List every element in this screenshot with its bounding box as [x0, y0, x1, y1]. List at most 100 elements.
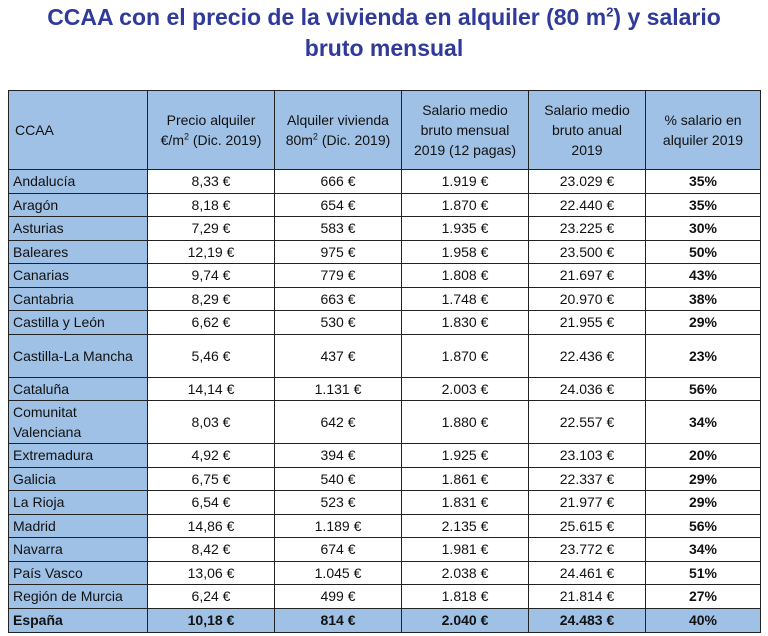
cell-ccaa: Aragón: [8, 192, 148, 217]
cell-alquiler: 674 €: [274, 537, 402, 562]
cell-ccaa: Cantabria: [8, 286, 148, 311]
cell-salario-anual: 22.557 €: [528, 400, 646, 444]
cell-precio: 8,42 €: [147, 537, 275, 562]
cell-alquiler: 975 €: [274, 239, 402, 264]
cell-ccaa: Andalucía: [8, 169, 148, 194]
cell-salario-anual: 22.440 €: [528, 192, 646, 217]
cell-pct: 50%: [645, 239, 761, 264]
cell-salario-mensual: 1.958 €: [401, 239, 529, 264]
header-salario-anual: Salario medio bruto anual 2019: [528, 90, 646, 170]
cell-salario-anual: 23.772 €: [528, 537, 646, 562]
cell-salario-mensual: 1.831 €: [401, 490, 529, 515]
table-body: Andalucía 8,33 €666 €1.919 €23.029 €35% A…: [8, 169, 761, 633]
cell-salario-anual: 21.814 €: [528, 584, 646, 609]
header-row: CCAA Precio alquiler €/m2 (Dic. 2019) Al…: [8, 90, 761, 170]
cell-salario-mensual: 2.040 €: [401, 607, 529, 633]
cell-ccaa: Canarias: [8, 263, 148, 288]
cell-alquiler: 583 €: [274, 216, 402, 241]
cell-salario-mensual: 1.830 €: [401, 310, 529, 335]
table-row: Castilla-La Mancha 5,46 €437 €1.870 €22.4…: [8, 333, 761, 378]
data-table-container: CCAA Precio alquiler €/m2 (Dic. 2019) Al…: [8, 90, 761, 633]
cell-salario-anual: 23.029 €: [528, 169, 646, 194]
table-row: Canarias 9,74 €779 €1.808 €21.697 €43%: [8, 263, 761, 288]
cell-alquiler: 779 €: [274, 263, 402, 288]
cell-salario-mensual: 1.919 €: [401, 169, 529, 194]
cell-precio: 5,46 €: [147, 333, 275, 378]
cell-pct: 34%: [645, 400, 761, 444]
cell-pct: 56%: [645, 376, 761, 401]
cell-alquiler: 1.131 €: [274, 376, 402, 401]
cell-pct: 29%: [645, 466, 761, 491]
cell-precio: 6,54 €: [147, 490, 275, 515]
cell-pct: 43%: [645, 263, 761, 288]
cell-precio: 12,19 €: [147, 239, 275, 264]
data-table: CCAA Precio alquiler €/m2 (Dic. 2019) Al…: [8, 90, 761, 633]
cell-salario-anual: 24.483 €: [528, 607, 646, 633]
cell-alquiler: 1.045 €: [274, 560, 402, 585]
cell-salario-mensual: 1.861 €: [401, 466, 529, 491]
header-pct-salario: % salario en alquiler 2019: [645, 90, 761, 170]
table-row: Galicia 6,75 €540 €1.861 €22.337 €29%: [8, 466, 761, 491]
cell-salario-mensual: 1.818 €: [401, 584, 529, 609]
cell-ccaa: La Rioja: [8, 490, 148, 515]
table-row: Castilla y León 6,62 €530 €1.830 €21.955 …: [8, 310, 761, 335]
title-line-2: bruto mensual: [304, 35, 464, 61]
cell-salario-mensual: 1.880 €: [401, 400, 529, 444]
cell-ccaa: País Vasco: [8, 560, 148, 585]
cell-ccaa: Cataluña: [8, 376, 148, 401]
page-title: CCAA con el precio de la vivienda en alq…: [0, 2, 768, 64]
cell-salario-anual: 23.500 €: [528, 239, 646, 264]
table-row: Cantabria 8,29 €663 €1.748 €20.970 €38%: [8, 286, 761, 311]
cell-salario-anual: 24.461 €: [528, 560, 646, 585]
cell-pct: 20%: [645, 443, 761, 468]
cell-pct: 35%: [645, 169, 761, 194]
cell-pct: 40%: [645, 607, 761, 633]
cell-salario-anual: 22.337 €: [528, 466, 646, 491]
table-row: Asturias 7,29 €583 €1.935 €23.225 €30%: [8, 216, 761, 241]
cell-alquiler: 1.189 €: [274, 513, 402, 538]
cell-salario-mensual: 1.748 €: [401, 286, 529, 311]
cell-precio: 6,24 €: [147, 584, 275, 609]
title-line-1: CCAA con el precio de la vivienda en alq…: [47, 4, 721, 30]
cell-alquiler: 540 €: [274, 466, 402, 491]
cell-pct: 30%: [645, 216, 761, 241]
table-row: Baleares 12,19 €975 €1.958 €23.500 €50%: [8, 239, 761, 264]
cell-salario-anual: 24.036 €: [528, 376, 646, 401]
cell-ccaa: Región de Murcia: [8, 584, 148, 609]
cell-salario-mensual: 2.003 €: [401, 376, 529, 401]
cell-precio: 6,62 €: [147, 310, 275, 335]
cell-precio: 4,92 €: [147, 443, 275, 468]
cell-pct: 23%: [645, 333, 761, 378]
table-row: Región de Murcia 6,24 €499 €1.818 €21.814…: [8, 584, 761, 609]
cell-precio: 14,14 €: [147, 376, 275, 401]
cell-salario-anual: 21.697 €: [528, 263, 646, 288]
cell-salario-anual: 22.436 €: [528, 333, 646, 378]
cell-pct: 35%: [645, 192, 761, 217]
header-salario-mensual: Salario medio bruto mensual 2019 (12 pag…: [401, 90, 529, 170]
cell-ccaa: Madrid: [8, 513, 148, 538]
cell-salario-anual: 25.615 €: [528, 513, 646, 538]
table-row: Extremadura 4,92 €394 €1.925 €23.103 €20%: [8, 443, 761, 468]
cell-salario-anual: 23.103 €: [528, 443, 646, 468]
cell-pct: 34%: [645, 537, 761, 562]
cell-precio: 9,74 €: [147, 263, 275, 288]
cell-alquiler: 437 €: [274, 333, 402, 378]
cell-precio: 13,06 €: [147, 560, 275, 585]
cell-ccaa: Galicia: [8, 466, 148, 491]
cell-salario-mensual: 1.808 €: [401, 263, 529, 288]
cell-salario-anual: 20.970 €: [528, 286, 646, 311]
cell-ccaa: Castilla y León: [8, 310, 148, 335]
table-row: Aragón 8,18 €654 €1.870 €22.440 €35%: [8, 192, 761, 217]
cell-salario-mensual: 2.038 €: [401, 560, 529, 585]
table-row: La Rioja 6,54 €523 €1.831 €21.977 €29%: [8, 490, 761, 515]
table-total-row: España 10,18 €814 €2.040 €24.483 €40%: [8, 607, 761, 633]
table-row: Madrid 14,86 €1.189 €2.135 €25.615 €56%: [8, 513, 761, 538]
cell-salario-mensual: 1.935 €: [401, 216, 529, 241]
cell-alquiler: 499 €: [274, 584, 402, 609]
cell-ccaa: Asturias: [8, 216, 148, 241]
cell-alquiler: 394 €: [274, 443, 402, 468]
header-precio-alquiler: Precio alquiler €/m2 (Dic. 2019): [147, 90, 275, 170]
cell-salario-mensual: 2.135 €: [401, 513, 529, 538]
cell-salario-mensual: 1.870 €: [401, 192, 529, 217]
cell-pct: 38%: [645, 286, 761, 311]
